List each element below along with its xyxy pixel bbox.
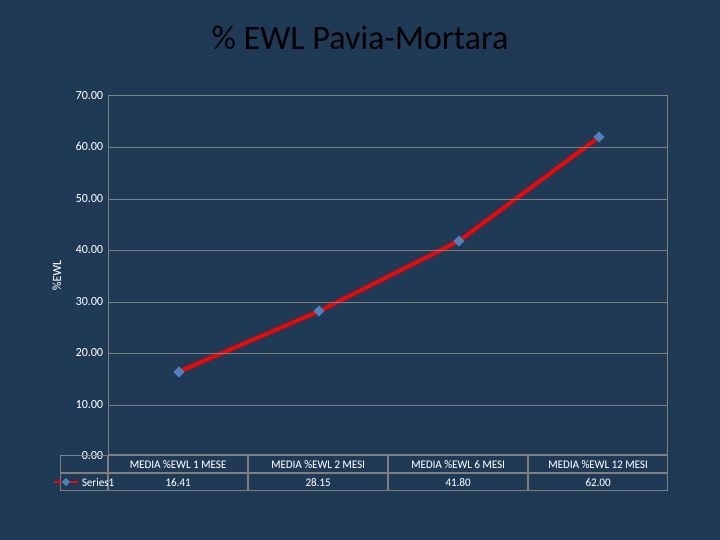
gridline	[109, 250, 667, 251]
gridline	[109, 147, 667, 148]
data-table: MEDIA %EWL 1 MESEMEDIA %EWL 2 MESIMEDIA …	[60, 455, 668, 491]
y-tick-label: 10.00	[76, 398, 109, 412]
data-table-category-cell: MEDIA %EWL 2 MESI	[248, 455, 388, 473]
chart-area: 0.0010.0020.0030.0040.0050.0060.0070.00 …	[60, 95, 680, 491]
gridline	[109, 199, 667, 200]
data-table-header-row: MEDIA %EWL 1 MESEMEDIA %EWL 2 MESIMEDIA …	[60, 455, 668, 473]
data-table-category-cell: MEDIA %EWL 12 MESI	[528, 455, 668, 473]
y-tick-label: 30.00	[76, 295, 109, 309]
data-table-series-lead: Series1	[60, 473, 108, 491]
y-tick-label: 40.00	[76, 243, 109, 257]
data-table-category-cell: MEDIA %EWL 6 MESI	[388, 455, 528, 473]
y-axis-label: %EWL	[51, 260, 65, 290]
legend-marker	[54, 479, 78, 485]
data-table-value-cell: 16.41	[108, 473, 248, 491]
gridline	[109, 302, 667, 303]
series-line	[179, 137, 599, 371]
legend-diamond-icon	[62, 478, 70, 486]
slide: % EWL Pavia-Mortara 0.0010.0020.0030.004…	[0, 0, 720, 540]
series-line-layer	[109, 96, 669, 456]
legend-line-right	[70, 481, 78, 483]
data-table-value-cell: 62.00	[528, 473, 668, 491]
data-table-category-cell: MEDIA %EWL 1 MESE	[108, 455, 248, 473]
gridline	[109, 405, 667, 406]
data-table-values-row: Series1 16.4128.1541.8062.00	[60, 473, 668, 491]
y-tick-label: 50.00	[76, 192, 109, 206]
chart-title: % EWL Pavia-Mortara	[0, 18, 720, 59]
plot-area: 0.0010.0020.0030.0040.0050.0060.0070.00	[108, 95, 668, 455]
data-table-value-cell: 28.15	[248, 473, 388, 491]
data-table-value-cell: 41.80	[388, 473, 528, 491]
gridline	[109, 353, 667, 354]
y-tick-label: 20.00	[76, 346, 109, 360]
y-tick-label: 60.00	[76, 140, 109, 154]
y-tick-label: 70.00	[76, 89, 109, 103]
data-table-header-lead	[60, 455, 108, 473]
